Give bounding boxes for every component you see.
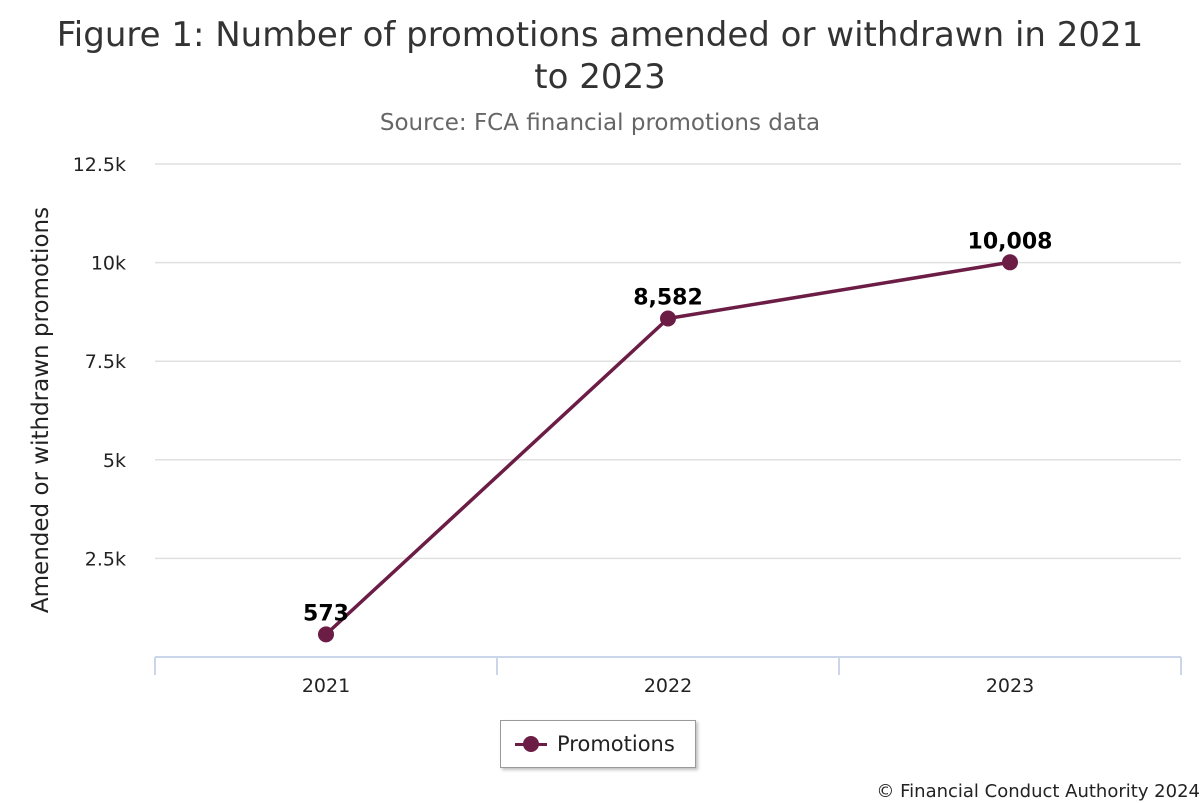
data-label: 10,008 [968, 229, 1053, 254]
series-promotions [318, 254, 1018, 643]
x-axis-ticks: 2021 2022 2023 [302, 675, 1034, 697]
y-tick-label: 5k [103, 450, 126, 472]
x-tick-label: 2023 [986, 675, 1034, 697]
y-tick-label: 12.5k [73, 154, 126, 176]
chart-title: Figure 1: Number of promotions amended o… [56, 15, 1144, 97]
data-point[interactable] [1002, 254, 1018, 271]
data-label: 8,582 [633, 286, 703, 311]
data-point[interactable] [660, 310, 676, 327]
legend-symbol-icon [515, 734, 547, 754]
y-axis-ticks: 2.5k 5k 7.5k 10k 12.5k [73, 154, 126, 570]
y-tick-label: 2.5k [85, 548, 126, 570]
y-axis-title: Amended or withdrawn promotions [28, 207, 54, 613]
y-tick-label: 10k [91, 253, 126, 275]
y-tick-label: 7.5k [85, 351, 126, 373]
x-tick-label: 2022 [644, 675, 692, 697]
legend-item-promotions: Promotions [557, 732, 675, 756]
x-axis [154, 656, 1182, 675]
legend[interactable]: Promotions [500, 720, 696, 768]
x-tick-label: 2021 [302, 675, 350, 697]
data-labels: 573 8,582 10,008 [303, 229, 1052, 626]
credits: © Financial Conduct Authority 2024 [876, 781, 1200, 802]
chart-subtitle: Source: FCA financial promotions data [379, 110, 821, 136]
gridlines [155, 163, 1181, 560]
data-label: 573 [303, 601, 349, 626]
data-point[interactable] [318, 626, 334, 643]
